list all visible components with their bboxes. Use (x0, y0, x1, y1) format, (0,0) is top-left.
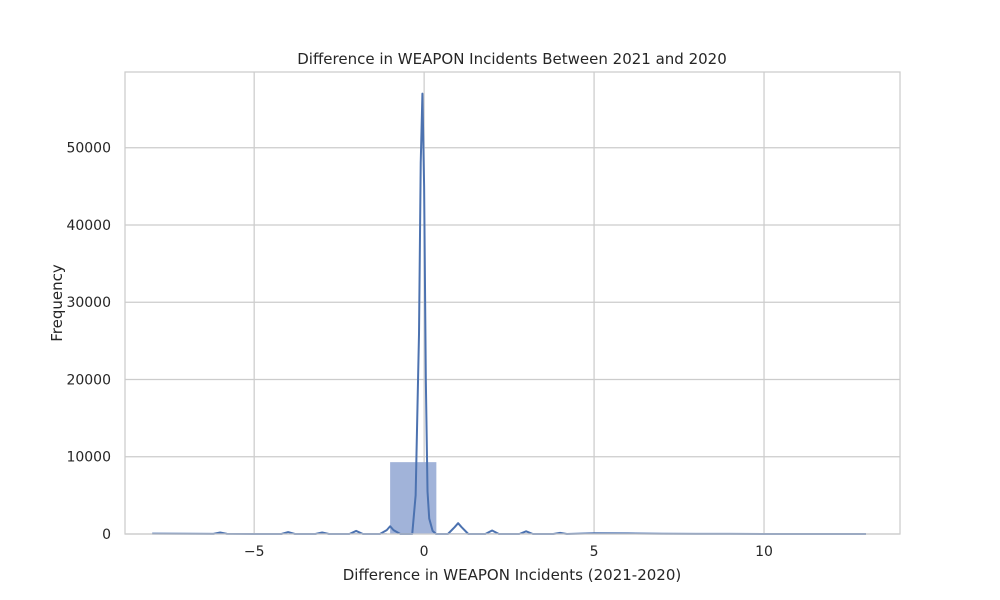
y-axis-label: Frequency (48, 264, 66, 342)
chart-title: Difference in WEAPON Incidents Between 2… (297, 50, 727, 68)
x-tick-label: 10 (755, 544, 773, 560)
y-tick-label: 0 (102, 527, 111, 543)
y-tick-label: 40000 (66, 218, 111, 234)
y-tick-label: 20000 (66, 372, 111, 388)
x-axis-ticks: −5 0 5 10 (244, 544, 773, 560)
plot-frame (124, 71, 901, 535)
y-tick-label: 50000 (66, 141, 111, 157)
y-axis-ticks: 0 10000 20000 30000 40000 50000 (66, 141, 111, 543)
x-tick-label: −5 (244, 544, 265, 560)
x-axis-label: Difference in WEAPON Incidents (2021-202… (343, 566, 681, 584)
y-tick-label: 10000 (66, 450, 111, 466)
x-tick-label: 0 (420, 544, 429, 560)
x-tick-label: 5 (590, 544, 599, 560)
y-tick-label: 30000 (66, 295, 111, 311)
